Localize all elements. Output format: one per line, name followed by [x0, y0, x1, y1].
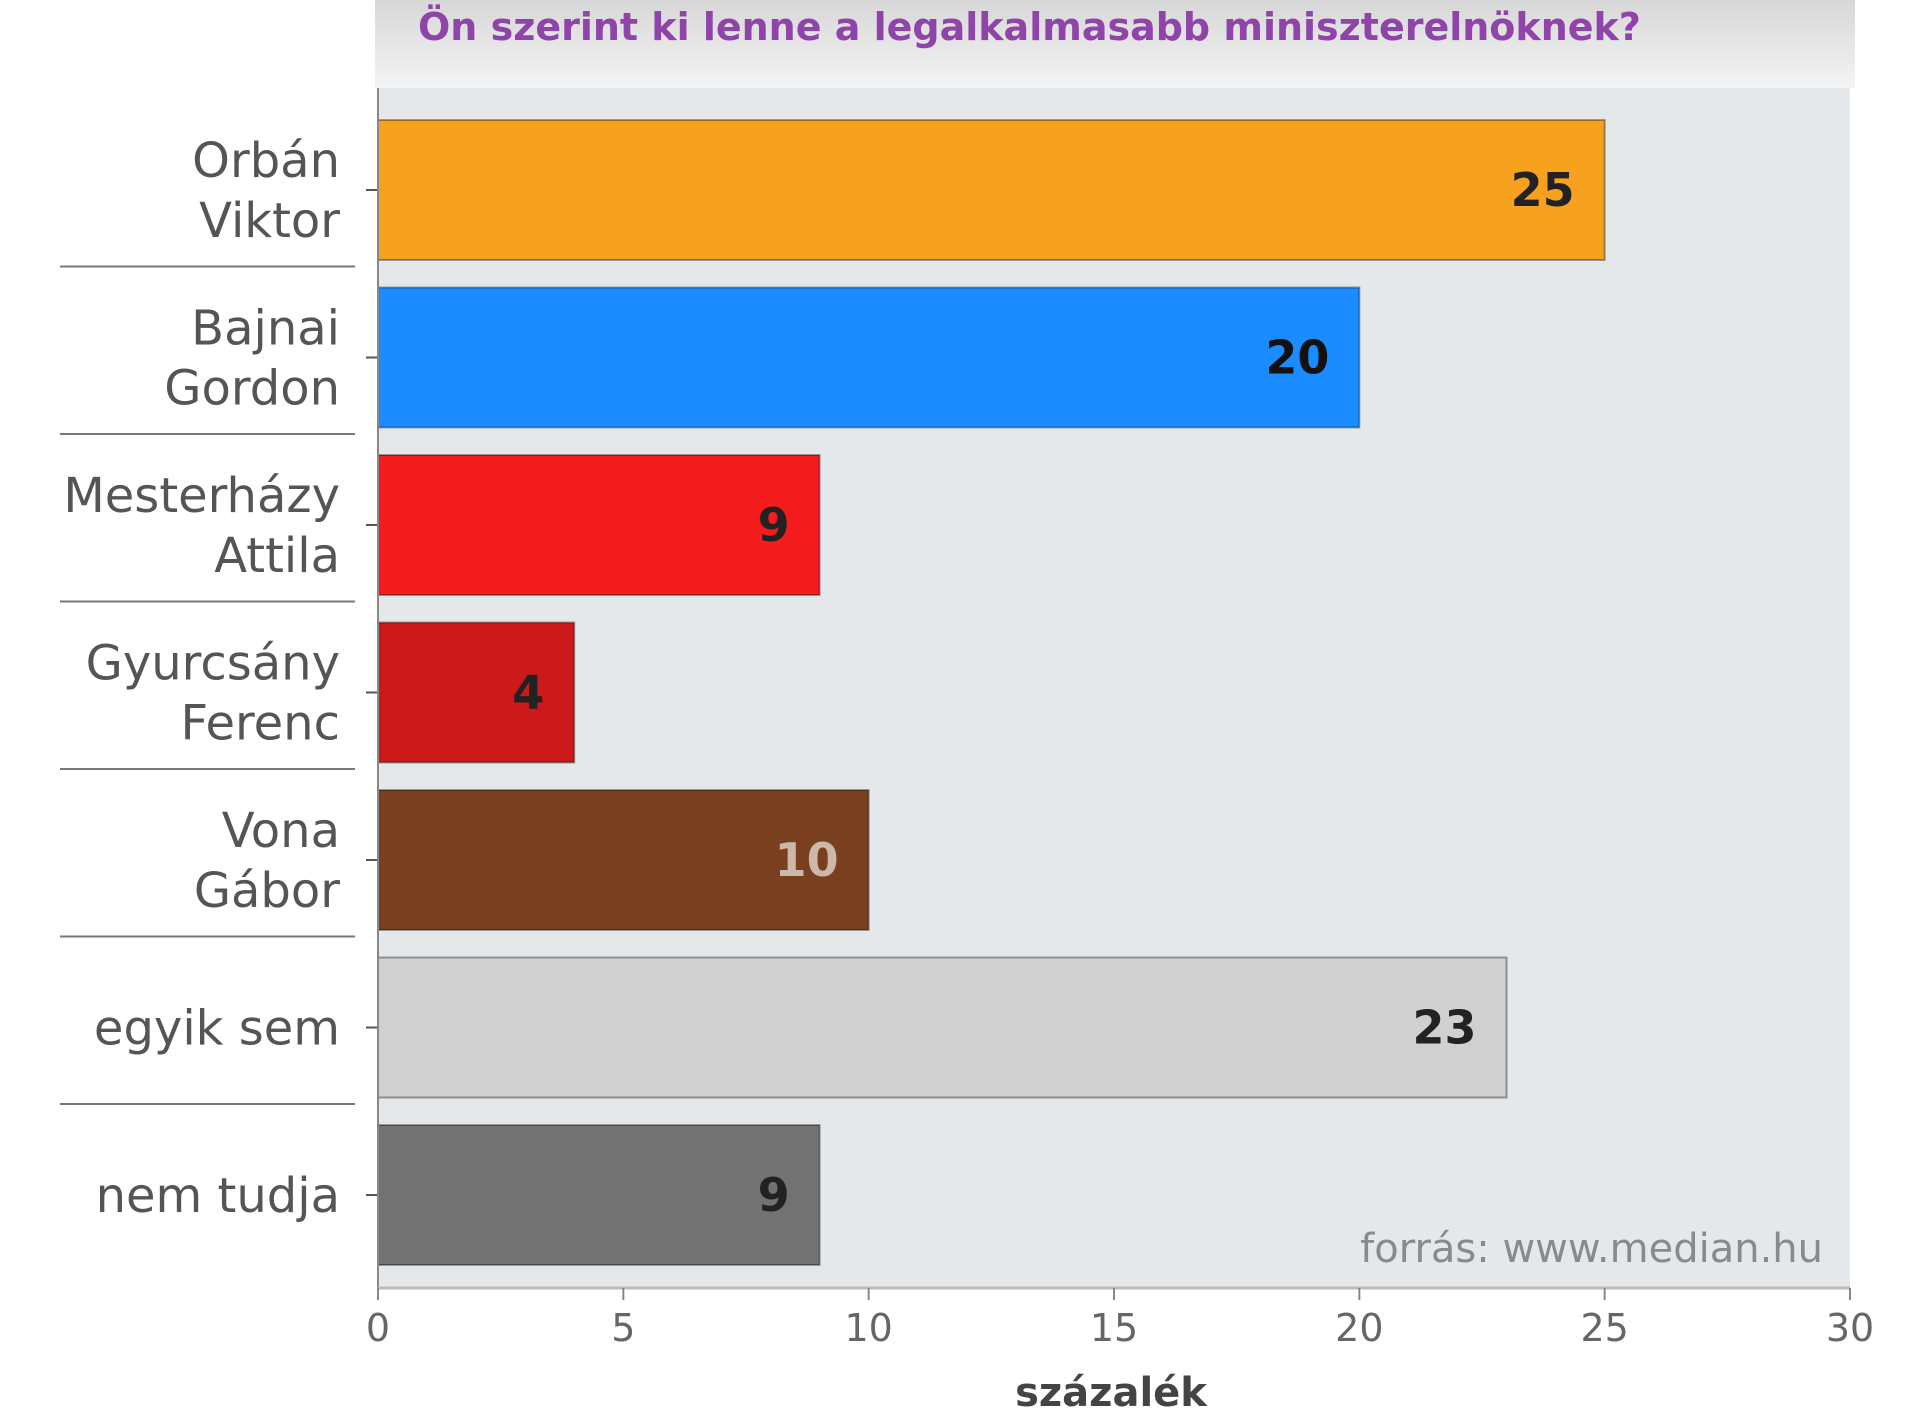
x-axis-title: százalék — [1015, 1370, 1208, 1416]
category-label-bajnai-gordon-1: Bajnai — [191, 301, 340, 357]
x-tick-label-15: 15 — [1090, 1306, 1138, 1350]
value-label-mesterhazy-attila: 9 — [758, 498, 790, 552]
value-label-vona-gabor: 10 — [775, 833, 839, 887]
plot-background — [378, 88, 1850, 1288]
category-label-vona-gabor-1: Vona — [222, 803, 340, 859]
bar-nem-tudja — [377, 1124, 821, 1266]
category-label-bajnai-gordon-2: Gordon — [164, 361, 340, 417]
x-tick-label-5: 5 — [611, 1306, 635, 1350]
value-label-orban-viktor: 25 — [1511, 163, 1575, 217]
x-tick-label-20: 20 — [1335, 1306, 1383, 1350]
bar-egyik-sem — [377, 956, 1508, 1099]
bars: 25 20 9 4 10 23 9 — [377, 119, 1606, 1266]
category-label-orban-viktor-2: Viktor — [199, 193, 340, 249]
x-tick-label-10: 10 — [844, 1306, 892, 1350]
category-label-gyurcsany-ferenc-2: Ferenc — [180, 696, 340, 752]
value-label-nem-tudja: 9 — [758, 1168, 790, 1222]
category-label-egyik-sem-1: egyik sem — [94, 1001, 340, 1057]
category-label-orban-viktor-1: Orbán — [192, 133, 340, 189]
chart-title: Ön szerint ki lenne a legalkalmasabb min… — [418, 5, 1641, 49]
category-label-nem-tudja-1: nem tudja — [96, 1168, 340, 1224]
value-label-bajnai-gordon: 20 — [1265, 331, 1329, 385]
category-label-gyurcsany-ferenc-1: Gyurcsány — [86, 636, 340, 692]
bar-vona-gabor — [377, 789, 870, 931]
x-axis: 0 5 10 15 20 25 30 — [366, 88, 1874, 1350]
bar-bajnai-gordon — [377, 286, 1361, 429]
category-label-mesterhazy-attila-1: Mesterházy — [63, 468, 340, 524]
source-note: forrás: www.median.hu — [1360, 1226, 1823, 1272]
bar-gyurcsany-ferenc — [377, 621, 576, 764]
category-label-mesterhazy-attila-2: Attila — [214, 528, 340, 584]
category-label-vona-gabor-2: Gábor — [194, 863, 340, 919]
bar-orban-viktor — [377, 119, 1606, 261]
value-label-gyurcsany-ferenc: 4 — [512, 666, 544, 720]
value-label-egyik-sem: 23 — [1413, 1001, 1477, 1055]
x-tick-label-30: 30 — [1826, 1306, 1874, 1350]
x-tick-label-25: 25 — [1580, 1306, 1628, 1350]
title-background — [375, 0, 1855, 88]
x-tick-label-0: 0 — [366, 1306, 390, 1350]
bar-mesterhazy-attila — [377, 454, 821, 596]
